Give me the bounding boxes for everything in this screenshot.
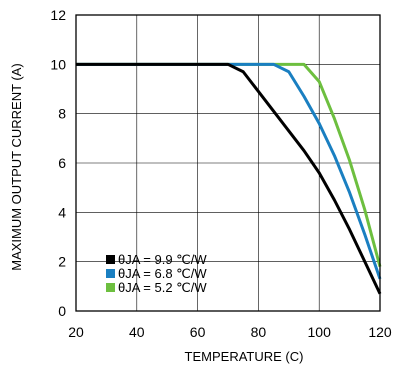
x-axis-label: TEMPERATURE (C) <box>185 349 304 364</box>
x-tick-label: 120 <box>368 324 392 340</box>
x-tick-label: 20 <box>68 324 84 340</box>
y-tick-label: 2 <box>58 254 66 270</box>
y-tick-label: 0 <box>58 303 66 319</box>
y-tick-label: 12 <box>50 7 66 23</box>
legend-swatch <box>106 283 115 292</box>
y-tick-label: 6 <box>58 155 66 171</box>
legend-label: θJA = 6.8 ℃/W <box>118 266 207 281</box>
y-tick-label: 10 <box>50 56 66 72</box>
legend-swatch <box>106 269 115 278</box>
series-line <box>76 62 382 280</box>
y-tick-label: 8 <box>58 106 66 122</box>
series-line <box>76 62 382 295</box>
x-tick-label: 80 <box>251 324 267 340</box>
series-line <box>76 62 382 267</box>
x-tick-label: 40 <box>129 324 145 340</box>
y-tick-label: 4 <box>58 204 66 220</box>
x-tick-label: 60 <box>190 324 206 340</box>
legend-label: θJA = 9.9 ℃/W <box>118 252 207 267</box>
legend-label: θJA = 5.2 ℃/W <box>118 280 207 295</box>
tick-labels: 20 40 60 80 100 120 0 2 4 6 8 10 12 <box>50 7 391 340</box>
y-axis-label: MAXIMUM OUTPUT CURRENT (A) <box>9 63 24 271</box>
plot-frame <box>75 14 381 312</box>
x-tick-label: 100 <box>308 324 332 340</box>
legend-swatch <box>106 255 115 264</box>
series-lines <box>76 62 382 295</box>
